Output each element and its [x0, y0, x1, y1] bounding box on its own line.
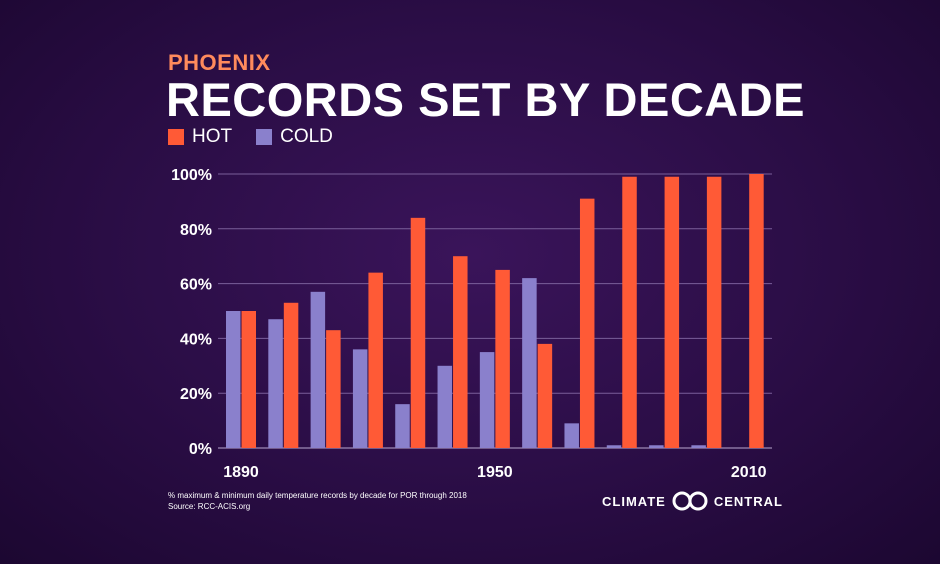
bar-cold-1930	[395, 404, 410, 448]
bar-hot-1960	[537, 343, 553, 448]
bar-hot-1920	[368, 272, 383, 448]
x-tick-label: 2010	[731, 464, 767, 481]
climate-central-logo: CLIMATE CENTRAL	[602, 490, 783, 512]
bar-cold-1890	[226, 311, 241, 448]
brand-rings-icon	[672, 491, 708, 511]
brand-right-text: CENTRAL	[713, 493, 783, 509]
bar-cold-1900	[268, 319, 283, 448]
y-tick-label: 60%	[180, 277, 212, 294]
legend-label-hot: HOT	[192, 126, 233, 147]
chart-title: RECORDS SET BY DECADE	[166, 73, 806, 126]
legend-label-cold: COLD	[280, 126, 333, 147]
y-tick-label: 100%	[171, 167, 212, 184]
brand-left-text: CLIMATE	[602, 493, 666, 509]
legend-swatch-hot	[168, 129, 184, 145]
bar-hot-1990	[664, 176, 680, 449]
x-tick-label: 1890	[223, 464, 259, 481]
bar-hot-2000	[706, 176, 722, 449]
bar-hot-1900	[283, 302, 299, 448]
chart-subtitle: PHOENIX	[168, 50, 271, 75]
bar-hot-1910	[326, 330, 341, 448]
footnote-source: Source: RCC-ACIS.org	[168, 502, 251, 511]
bar-hot-2010	[749, 174, 764, 448]
bar-hot-1940	[453, 256, 468, 448]
bar-cold-1910	[310, 291, 326, 448]
bar-cold-1950	[479, 352, 495, 448]
bar-hot-1890	[241, 311, 256, 448]
y-tick-label: 20%	[180, 386, 212, 403]
bar-cold-1980	[606, 445, 622, 448]
bar-hot-1980	[622, 176, 637, 449]
legend-swatch-cold	[256, 129, 273, 145]
bar-cold-1940	[437, 365, 453, 448]
y-tick-label: 40%	[180, 331, 212, 348]
bar-cold-1990	[649, 445, 664, 448]
bar-cold-1970	[564, 423, 579, 448]
legend: HOT COLD	[168, 126, 357, 148]
bar-hot-1950	[495, 269, 510, 448]
bar-hot-1930	[410, 217, 426, 448]
legend-item-hot: HOT	[168, 126, 232, 148]
bar-hot-1970	[579, 198, 595, 448]
x-tick-label: 1950	[477, 464, 513, 481]
legend-item-cold: COLD	[256, 126, 333, 148]
bar-cold-1960	[522, 278, 537, 448]
bar-cold-2000	[691, 445, 706, 448]
footnote-note: % maximum & minimum daily temperature re…	[168, 491, 467, 500]
footnote: % maximum & minimum daily temperature re…	[168, 490, 467, 512]
y-tick-label: 0%	[189, 441, 212, 458]
y-tick-label: 80%	[180, 222, 212, 239]
bar-cold-1920	[352, 349, 368, 448]
